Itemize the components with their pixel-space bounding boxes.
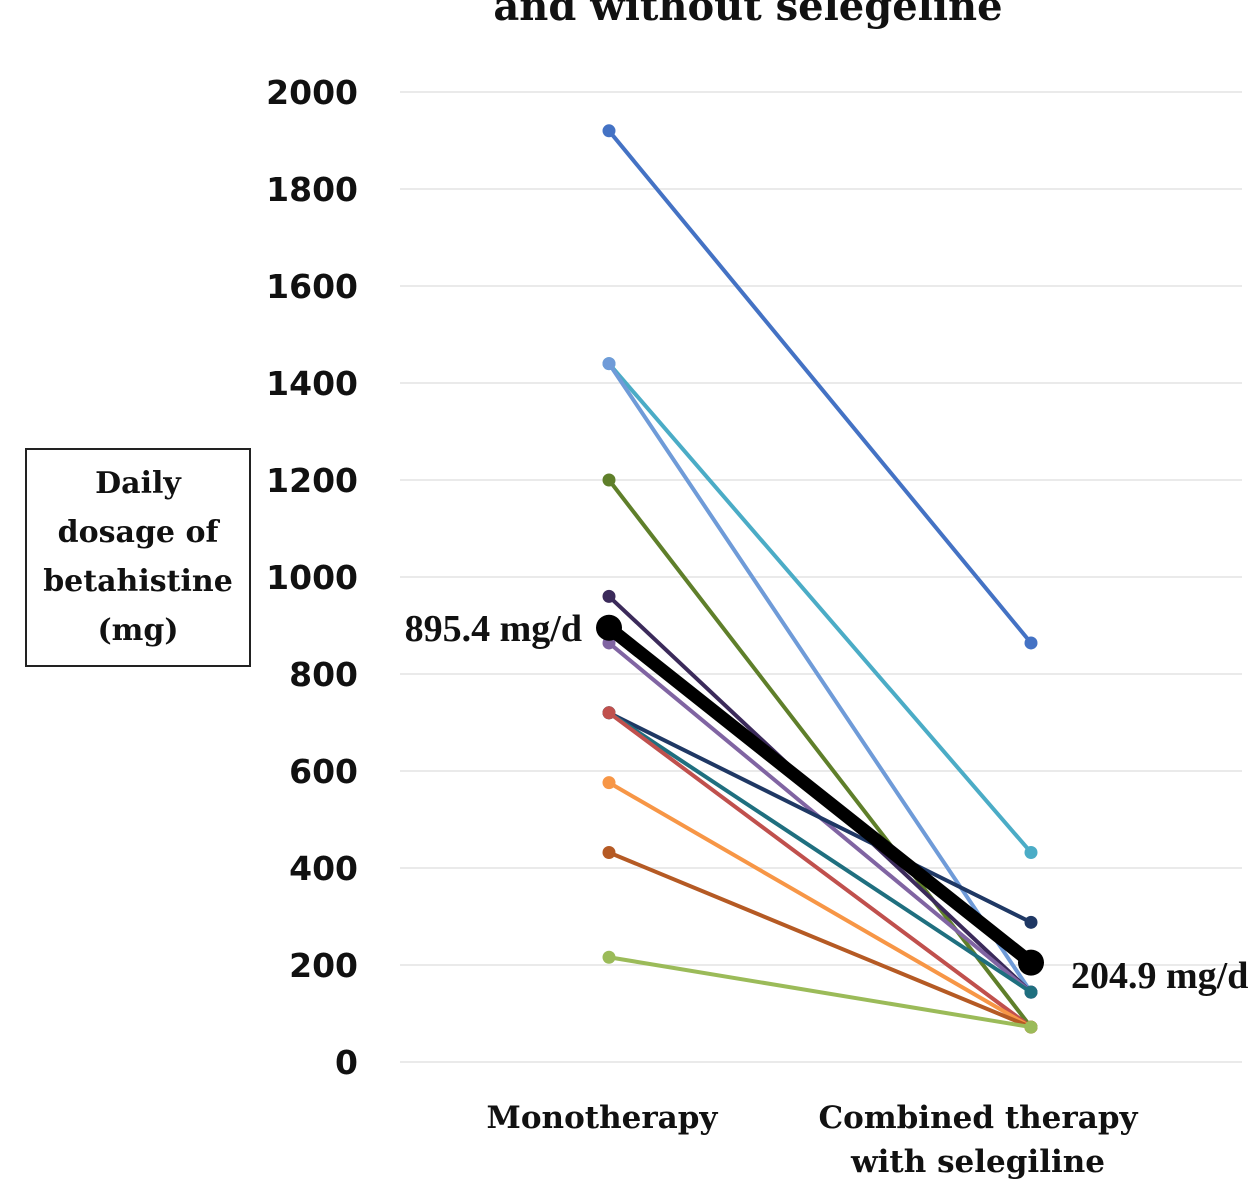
- y-axis-label-line-2: dosage of: [58, 515, 221, 550]
- y-axis-label-box: Daily dosage of betahistine (mg): [25, 448, 251, 667]
- series-9-line: [607, 710, 1033, 1030]
- series-5-point-1: [602, 589, 616, 603]
- series-1-point-1: [602, 124, 616, 138]
- mean-label-combined: 204.9 mg/d: [1071, 955, 1248, 997]
- y-tick-label-1600: 1600: [266, 267, 358, 306]
- series-12-point-1: [602, 950, 616, 964]
- y-axis-label-frame: [25, 448, 251, 667]
- y-tick-label-2000: 2000: [266, 73, 358, 112]
- x-label-monotherapy: Monotherapy: [487, 1100, 719, 1136]
- y-axis-label-line-3: betahistine: [43, 564, 233, 599]
- mean-point-2: [1018, 949, 1044, 976]
- series-lines: [602, 124, 1038, 1034]
- mean-series-line: [602, 621, 1038, 970]
- y-tick-label-200: 200: [289, 946, 358, 985]
- series-10-line: [607, 780, 1033, 1030]
- mean-point-1: [596, 614, 622, 641]
- series-7-point-2: [1024, 915, 1038, 929]
- series-12-line: [607, 955, 1033, 1030]
- y-tick-label-1000: 1000: [266, 558, 358, 597]
- x-axis-labels: Monotherapy Combined therapy with selegi…: [487, 1100, 1139, 1180]
- series-11-point-1: [602, 845, 616, 859]
- series-9-point-1: [602, 706, 616, 720]
- series-1-point-2: [1024, 636, 1038, 650]
- y-tick-label-0: 0: [335, 1043, 358, 1082]
- series-8-point-2: [1024, 985, 1038, 999]
- series-3-point-1: [602, 357, 616, 371]
- gridlines: [400, 91, 1242, 1063]
- chart-title: and without selegeline: [493, 0, 1002, 30]
- x-label-combined-line-2: with selegiline: [850, 1144, 1105, 1180]
- series-4-point-1: [602, 473, 616, 487]
- y-tick-label-1200: 1200: [266, 461, 358, 500]
- y-tick-label-400: 400: [289, 849, 358, 888]
- series-11-line: [607, 850, 1033, 1030]
- series-1-line: [607, 128, 1033, 645]
- y-tick-label-600: 600: [289, 752, 358, 791]
- mean-line: [596, 614, 1044, 976]
- x-label-combined-line-1: Combined therapy: [818, 1100, 1138, 1136]
- y-tick-label-1800: 1800: [266, 170, 358, 209]
- y-tick-label-1400: 1400: [266, 364, 358, 403]
- y-axis-label-line-1: Daily: [95, 466, 182, 501]
- y-tick-label-800: 800: [289, 655, 358, 694]
- y-axis-ticks: 0 200 400 600 800 1000 1200 1400 1600 1800 2000: [266, 73, 358, 1082]
- series-10-point-1: [602, 776, 616, 790]
- series-8-line: [607, 710, 1033, 995]
- series-12-point-2: [1024, 1020, 1038, 1034]
- mean-label-monotherapy: 895.4 mg/d: [405, 608, 582, 650]
- series-2-point-2: [1024, 845, 1038, 859]
- series-2-line: [607, 361, 1033, 855]
- series-7-line: [607, 710, 1033, 925]
- y-axis-label-line-4: (mg): [97, 613, 178, 648]
